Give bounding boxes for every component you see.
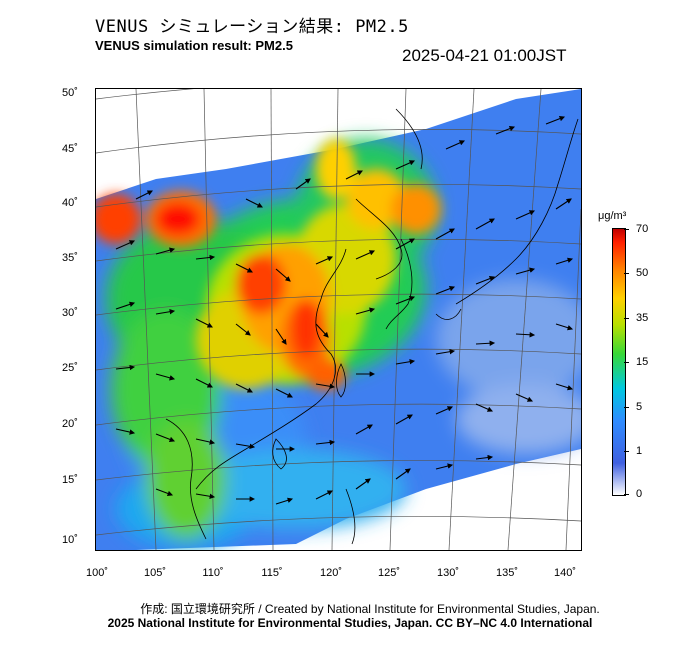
pm25-concentration-field [96,89,581,550]
colorbar-label-50: 50 [636,267,649,279]
copyright-line: 2025 National Institute for Environmenta… [107,616,593,630]
lat-label-45: 45˚ [62,143,78,155]
colorbar-unit: μg/m³ [598,210,627,222]
lat-label-20: 20˚ [62,418,78,430]
lat-label-10: 10˚ [62,534,78,546]
title-english: VENUS simulation result: PM2.5 [95,38,293,53]
wind-vectors [115,116,574,505]
forecast-timestamp: 2025-04-21 01:00JST [402,46,567,65]
lat-label-25: 25˚ [62,362,78,374]
lat-label-40: 40˚ [62,197,78,209]
colorbar-label-5: 5 [636,401,643,413]
lat-label-50: 50˚ [62,87,78,99]
lon-label-105: 105˚ [143,567,167,579]
credit-line: 作成: 国立環境研究所 / Created by National Instit… [140,602,600,616]
colorbar-tick [624,318,629,319]
lon-label-110: 110˚ [202,567,224,579]
colorbar-label-70: 70 [636,223,649,235]
pm25-map [95,88,582,551]
colorbar-tick [624,273,629,274]
colorbar-tick [624,451,629,452]
lon-label-100: 100˚ [85,567,109,579]
colorbar-label-0: 0 [636,488,643,500]
graticule [96,89,581,550]
lat-label-30: 30˚ [62,307,78,319]
lon-label-140: 140˚ [553,567,577,579]
colorbar-tick [624,494,629,495]
colorbar-tick [624,362,629,363]
colorbar-tick [624,407,629,408]
colorbar-label-15: 15 [636,356,649,368]
lat-label-35: 35˚ [62,252,78,264]
lon-label-115: 115˚ [261,567,283,579]
title-japanese: VENUS シミュレーション結果: PM2.5 [95,17,409,37]
lon-label-130: 130˚ [436,567,460,579]
lon-label-125: 125˚ [377,567,401,579]
colorbar-tick [624,229,629,230]
colorbar-label-35: 35 [636,312,649,324]
lon-label-135: 135˚ [495,567,519,579]
lat-label-15: 15˚ [62,474,78,486]
colorbar-label-1: 1 [636,445,643,457]
lon-label-120: 120˚ [319,567,343,579]
